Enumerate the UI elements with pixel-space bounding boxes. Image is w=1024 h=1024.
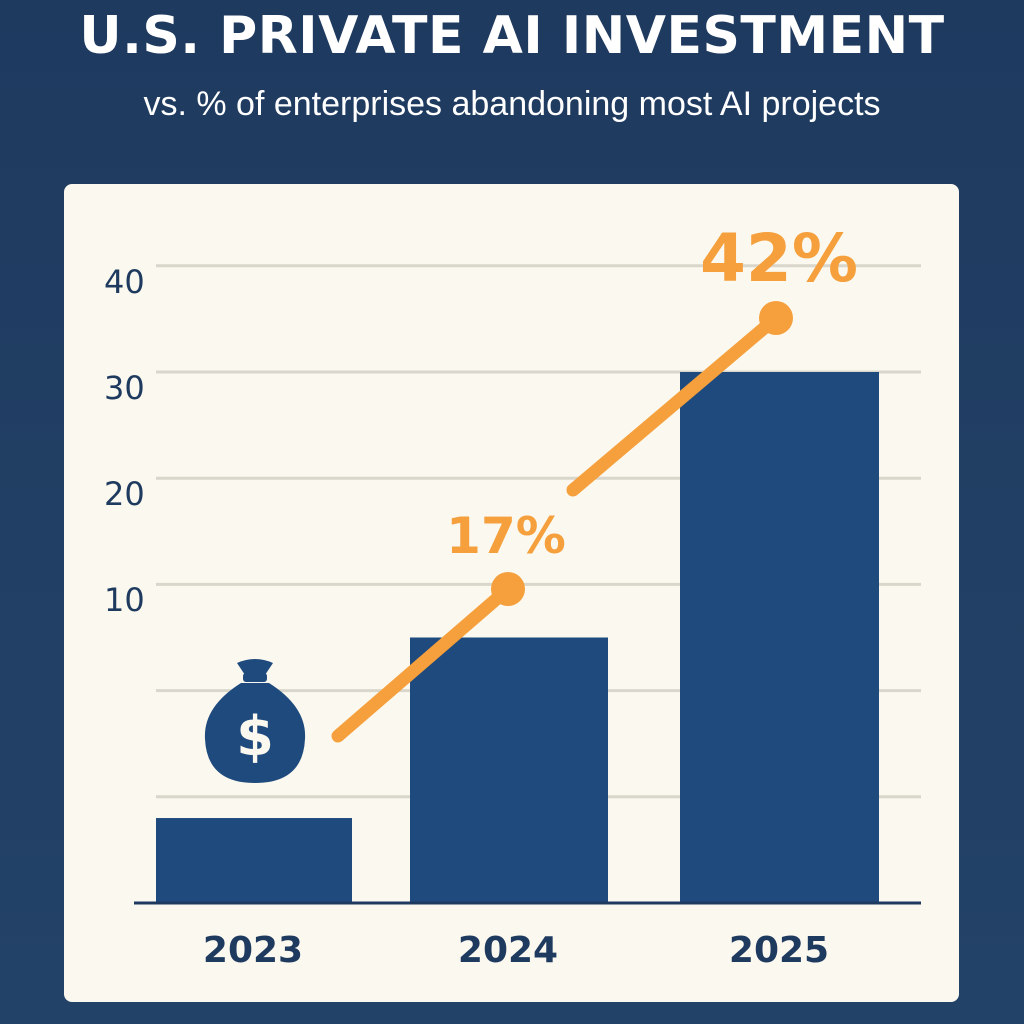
point-label-2025: 42% (700, 220, 858, 297)
x-tick-label: 2024 (458, 930, 558, 971)
y-axis-ticks: 10 20 30 40 (104, 263, 145, 619)
bar-2023 (156, 818, 352, 903)
line-point-2024 (491, 572, 525, 606)
bar-2025 (680, 372, 879, 903)
x-axis-ticks: 2023 2024 2025 (203, 930, 829, 971)
chart-title: U.S. PRIVATE AI INVESTMENT (79, 6, 945, 66)
y-tick-label: 10 (104, 581, 145, 619)
point-labels: 17% 42% (446, 220, 858, 565)
chart-subtitle: vs. % of enterprises abandoning most AI … (143, 85, 881, 123)
point-label-2024: 17% (446, 507, 566, 565)
y-tick-label: 40 (104, 263, 145, 301)
y-tick-label: 20 (104, 475, 145, 513)
line-point-2025 (759, 301, 793, 335)
y-tick-label: 30 (104, 369, 145, 407)
line-segment-2024-2025 (566, 311, 783, 497)
dollar-symbol: $ (236, 705, 274, 768)
money-bag-icon: $ (204, 659, 306, 783)
x-tick-label: 2023 (203, 930, 303, 971)
x-tick-label: 2025 (729, 930, 829, 971)
bar-2024 (410, 637, 608, 903)
line-segment-2023-2024 (331, 582, 515, 743)
bars (156, 372, 879, 903)
abandon-rate-line (331, 301, 793, 743)
